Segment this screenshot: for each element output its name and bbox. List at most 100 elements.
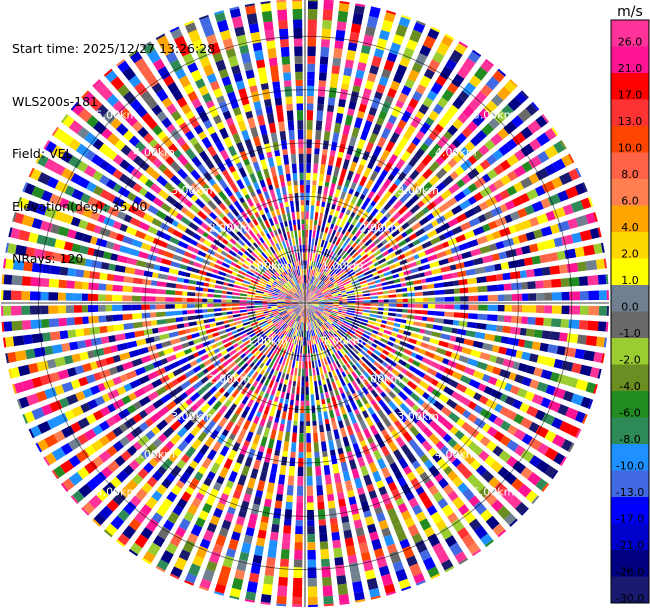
- colorbar-tick-label: -4.0: [619, 380, 640, 393]
- velocity-gate: [517, 339, 526, 348]
- velocity-gate: [397, 381, 406, 390]
- velocity-gate: [427, 447, 438, 457]
- velocity-gate: [382, 312, 389, 316]
- velocity-gate: [432, 491, 444, 503]
- velocity-gate: [496, 505, 511, 520]
- velocity-gate: [422, 336, 431, 343]
- velocity-gate: [452, 320, 460, 326]
- velocity-gate: [318, 306, 325, 308]
- velocity-gate: [367, 356, 376, 364]
- velocity-gate: [512, 460, 526, 474]
- velocity-gate: [427, 310, 435, 316]
- velocity-gate: [377, 409, 387, 420]
- velocity-gate: [306, 303, 311, 306]
- velocity-gate: [336, 313, 341, 317]
- velocity-gate: [442, 326, 453, 333]
- colorbar-tick-label: -10.0: [616, 460, 644, 473]
- velocity-gate: [373, 339, 380, 345]
- colorbar-tick-label: 10.0: [618, 142, 643, 155]
- velocity-gate: [474, 525, 488, 540]
- velocity-gate: [553, 358, 564, 369]
- velocity-gate: [358, 365, 366, 374]
- velocity-gate: [486, 426, 498, 438]
- velocity-gate: [541, 413, 556, 426]
- velocity-gate: [393, 449, 404, 461]
- velocity-gate: [335, 317, 340, 320]
- velocity-gate: [394, 471, 404, 480]
- velocity-gate: [359, 374, 366, 382]
- velocity-gate: [375, 318, 382, 323]
- velocity-gate: [520, 417, 533, 430]
- velocity-gate: [337, 341, 344, 348]
- velocity-gate: [502, 325, 511, 334]
- velocity-gate: [322, 323, 328, 330]
- velocity-gate: [544, 305, 553, 314]
- velocity-gate: [488, 376, 498, 386]
- velocity-gate: [526, 405, 539, 418]
- velocity-gate: [411, 375, 422, 385]
- velocity-gate: [473, 417, 486, 429]
- velocity-gate: [382, 349, 390, 356]
- velocity-gate: [578, 320, 589, 330]
- velocity-gate: [306, 303, 312, 305]
- velocity-gate: [344, 333, 352, 340]
- velocity-gate: [344, 344, 351, 352]
- velocity-gate: [561, 305, 570, 315]
- velocity-gate: [433, 317, 444, 324]
- velocity-gate: [487, 314, 498, 322]
- velocity-gate: [378, 303, 384, 307]
- velocity-gate: [484, 539, 494, 548]
- velocity-gate: [527, 316, 536, 325]
- velocity-gate: [492, 445, 504, 457]
- velocity-gate: [371, 343, 378, 348]
- velocity-gate: [457, 527, 470, 540]
- velocity-gate: [350, 324, 359, 329]
- velocity-gate: [438, 365, 447, 373]
- velocity-gate: [478, 486, 491, 498]
- velocity-gate: [506, 456, 518, 468]
- velocity-gate: [440, 445, 450, 456]
- velocity-gate: [504, 395, 516, 406]
- velocity-gate: [429, 337, 440, 345]
- velocity-gate: [492, 523, 505, 536]
- velocity-gate: [393, 378, 400, 385]
- velocity-gate: [425, 480, 435, 489]
- velocity-gate: [467, 358, 479, 367]
- velocity-gate: [474, 331, 486, 340]
- velocity-gate: [326, 338, 333, 347]
- velocity-gate: [507, 494, 522, 509]
- velocity-gate: [354, 311, 363, 315]
- velocity-gate: [356, 399, 364, 408]
- velocity-gate: [472, 445, 484, 457]
- velocity-gate: [384, 325, 394, 331]
- velocity-gate: [453, 344, 463, 353]
- velocity-gate: [482, 342, 494, 352]
- velocity-gate: [403, 348, 413, 356]
- velocity-gate: [390, 348, 397, 354]
- velocity-gate: [383, 307, 389, 311]
- velocity-gate: [464, 454, 476, 465]
- velocity-gate: [467, 441, 478, 451]
- velocity-gate: [432, 324, 443, 331]
- velocity-gate: [428, 484, 440, 496]
- colorbar-tick-label: -1.0: [619, 327, 640, 340]
- velocity-gate: [441, 504, 454, 517]
- velocity-gate: [361, 315, 370, 320]
- velocity-gate: [442, 357, 450, 365]
- velocity-gate: [488, 413, 498, 423]
- velocity-gate: [332, 309, 339, 312]
- velocity-gate: [417, 398, 425, 406]
- velocity-gate: [465, 330, 476, 338]
- velocity-gate: [366, 340, 373, 346]
- velocity-gate: [364, 343, 371, 349]
- velocity-gate: [347, 307, 356, 311]
- velocity-gate: [383, 303, 389, 307]
- velocity-gate: [492, 366, 502, 376]
- colorbar-tick-label: 0.0: [621, 301, 639, 314]
- velocity-gate: [541, 330, 551, 340]
- velocity-gate: [308, 308, 314, 315]
- velocity-gate: [311, 304, 319, 307]
- velocity-gate: [402, 303, 408, 308]
- velocity-gate: [549, 331, 561, 341]
- velocity-gate: [520, 449, 535, 463]
